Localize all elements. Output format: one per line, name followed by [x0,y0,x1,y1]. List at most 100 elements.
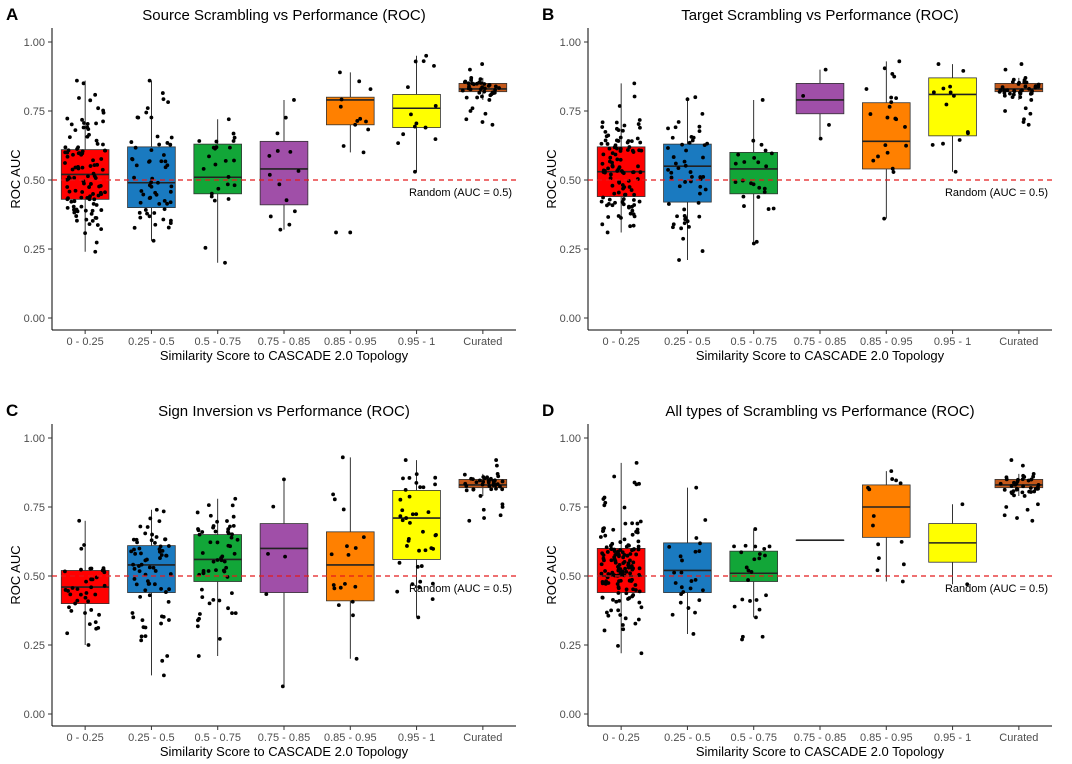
data-point [762,186,767,191]
data-point [600,581,605,586]
data-point [622,537,627,542]
data-point [148,516,153,521]
data-point [488,93,493,98]
data-point [168,189,173,194]
data-point [280,684,285,689]
data-point [618,540,623,544]
data-point [101,142,105,147]
data-point [102,148,107,153]
data-point [433,475,438,480]
data-point [601,528,606,533]
data-point [626,561,631,566]
data-point [87,185,92,189]
data-point [764,593,768,598]
data-point [90,219,95,223]
data-point [894,478,899,483]
y-axis-label: ROC AUC [544,545,559,604]
data-point [366,127,371,132]
data-point [612,474,617,479]
data-point [605,230,610,235]
data-point [75,598,80,603]
data-point [149,538,154,543]
data-point [143,558,148,563]
data-point [601,553,606,558]
data-point [143,588,148,593]
data-point [998,481,1003,486]
data-point [687,224,691,229]
data-point [404,516,409,520]
data-point [801,94,806,98]
data-point [682,214,687,218]
data-point [609,608,614,613]
data-point [681,236,686,241]
data-point [683,163,688,168]
data-point [1022,78,1027,83]
data-point [87,222,92,227]
data-point [1004,475,1009,480]
data-point [639,651,644,656]
data-point [481,475,486,479]
data-point [898,481,903,486]
data-point [624,569,629,574]
data-point [79,567,83,572]
data-point [430,581,435,586]
data-point [226,529,230,534]
x-tick-label: 0.85 - 0.95 [860,336,913,348]
data-point [1027,86,1031,91]
data-point [94,626,99,631]
data-point [639,148,644,153]
data-point [965,582,970,587]
data-point [283,554,287,559]
data-point [284,198,289,203]
data-point [606,613,611,618]
data-point [138,215,143,220]
x-axis-label: Similarity Score to CASCADE 2.0 Topology [160,744,409,759]
data-point [620,623,625,627]
data-point [338,104,343,109]
data-point [82,181,86,186]
data-point [633,583,638,587]
data-point [610,164,615,169]
panel-c: C Sign Inversion vs Performance (ROC) 0.00… [6,401,516,759]
data-point [621,202,626,207]
data-point [603,129,608,134]
data-point [739,550,744,555]
data-point [414,512,419,517]
data-point [230,532,234,537]
data-point [638,519,643,524]
data-point [82,543,87,547]
data-point [620,550,625,555]
data-point [154,192,159,197]
data-point [669,170,674,175]
data-point [97,612,101,617]
data-point [700,111,705,116]
data-point [213,529,218,534]
panel-letter: B [542,5,554,24]
data-point [701,588,705,593]
data-point [733,161,738,166]
data-point [493,87,498,92]
data-point [225,182,230,187]
box-3 [795,83,845,115]
data-point [101,110,106,115]
data-point [168,200,173,205]
data-point [231,131,236,136]
data-point [338,585,343,590]
data-point [1029,490,1033,494]
data-point [679,570,684,575]
data-point [757,552,762,556]
data-point [232,551,237,556]
data-point [754,239,759,244]
data-point [72,207,76,212]
data-point [625,148,630,152]
data-point [195,510,200,515]
data-point [99,192,104,197]
data-point [140,618,145,623]
outlier-point [468,109,473,113]
data-point [493,84,498,89]
data-point [65,205,70,210]
data-point [600,161,605,166]
data-point [600,222,605,227]
data-point [599,571,604,576]
data-point [764,164,769,169]
